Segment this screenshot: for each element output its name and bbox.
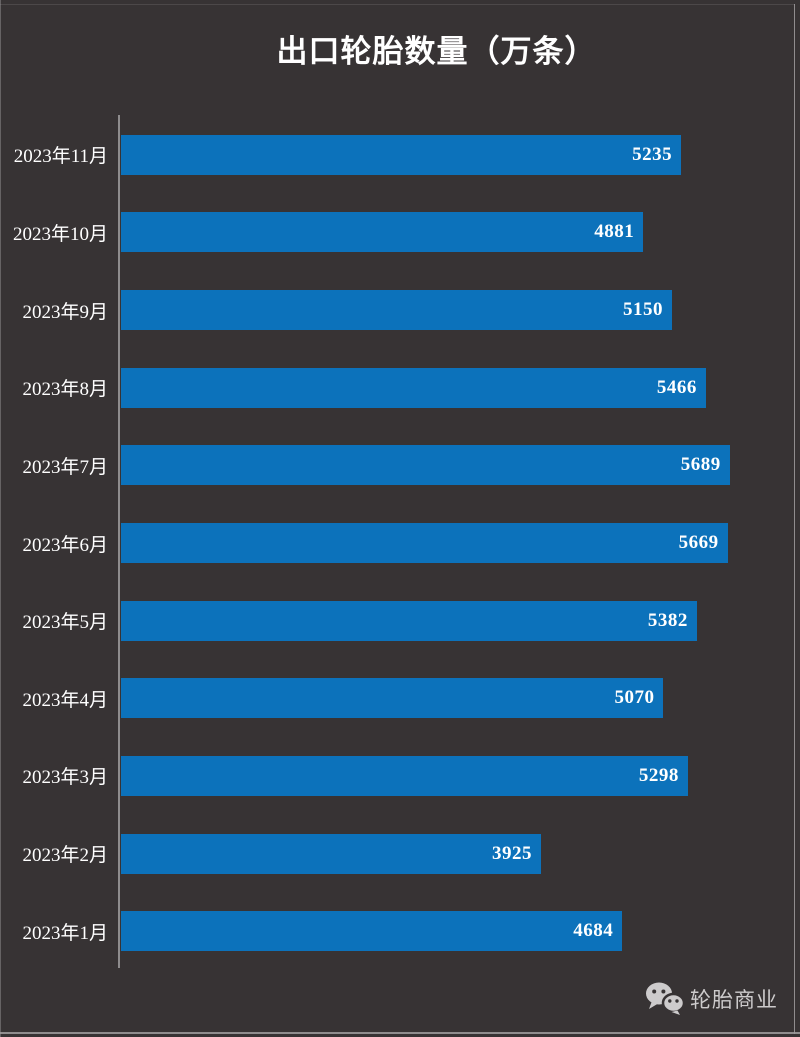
category-label: 2023年4月	[22, 689, 108, 711]
bar-rows: 2023年11月 5235 2023年10月 4881 2023年9月 5150	[0, 116, 763, 970]
bar-row: 2023年11月 5235	[0, 116, 763, 194]
category-label: 2023年5月	[22, 612, 108, 634]
category-label: 2023年2月	[22, 845, 108, 867]
bar-row: 2023年6月 5669	[0, 504, 763, 582]
y-axis-line	[118, 115, 120, 968]
bar-track: 5689	[121, 445, 763, 486]
bar-row: 2023年5月 5382	[0, 582, 763, 660]
value-label: 5689	[680, 454, 721, 476]
bar: 5070	[121, 678, 664, 719]
value-label: 5466	[656, 376, 697, 398]
category-label: 2023年8月	[22, 379, 108, 401]
bar: 3925	[121, 833, 541, 874]
bar: 5689	[121, 445, 730, 486]
value-label: 5150	[623, 299, 664, 321]
watermark: 轮胎商业	[645, 982, 778, 1015]
bar-track: 5382	[121, 600, 763, 641]
bar: 5150	[121, 290, 673, 331]
value-label: 5382	[647, 609, 688, 631]
bar-row: 2023年10月 4881	[0, 194, 763, 272]
bar-row: 2023年9月 5150	[0, 271, 763, 349]
bar-track: 5235	[121, 134, 763, 175]
watermark-label: 轮胎商业	[690, 988, 778, 1012]
bar: 5235	[121, 134, 682, 175]
bar-track: 5669	[121, 523, 763, 564]
category-label: 2023年11月	[13, 146, 108, 168]
wechat-icon	[646, 982, 685, 1015]
bar-track: 3925	[121, 833, 763, 874]
value-label: 5298	[638, 764, 679, 786]
value-label: 3925	[491, 842, 532, 864]
bar-track: 5466	[121, 367, 763, 408]
category-label: 2023年3月	[22, 767, 108, 789]
category-label: 2023年9月	[22, 301, 108, 323]
bar-row: 2023年8月 5466	[0, 349, 763, 427]
bar: 5466	[121, 367, 706, 408]
bar-track: 5070	[121, 678, 763, 719]
bar: 5298	[121, 755, 688, 796]
frame-bottom-line	[0, 1032, 800, 1034]
frame-top-line	[0, 4, 795, 5]
bar-row: 2023年1月 4684	[0, 892, 763, 970]
bar-track: 5150	[121, 290, 763, 331]
bar-track: 4881	[121, 212, 763, 253]
bar-row: 2023年4月 5070	[0, 659, 763, 737]
bar: 5382	[121, 600, 697, 641]
value-label: 5235	[632, 143, 673, 165]
bar-row: 2023年2月 3925	[0, 815, 763, 893]
category-label: 2023年1月	[22, 922, 108, 944]
bar-row: 2023年3月 5298	[0, 737, 763, 815]
value-label: 4684	[573, 920, 614, 942]
bar: 4684	[121, 911, 623, 952]
value-label: 4881	[594, 221, 635, 243]
bar-track: 5298	[121, 755, 763, 796]
frame-left-line	[0, 0, 1, 1037]
frame-right-line	[794, 4, 795, 1034]
chart-title: 出口轮胎数量（万条）	[276, 34, 597, 69]
bar-track: 4684	[121, 911, 763, 952]
value-label: 5070	[614, 687, 655, 709]
value-label: 5669	[678, 532, 719, 554]
category-label: 2023年10月	[12, 223, 108, 245]
bar-row: 2023年7月 5689	[0, 427, 763, 505]
bar: 5669	[121, 523, 728, 564]
bar: 4881	[121, 212, 644, 253]
category-label: 2023年7月	[22, 456, 108, 478]
category-label: 2023年6月	[22, 534, 108, 556]
